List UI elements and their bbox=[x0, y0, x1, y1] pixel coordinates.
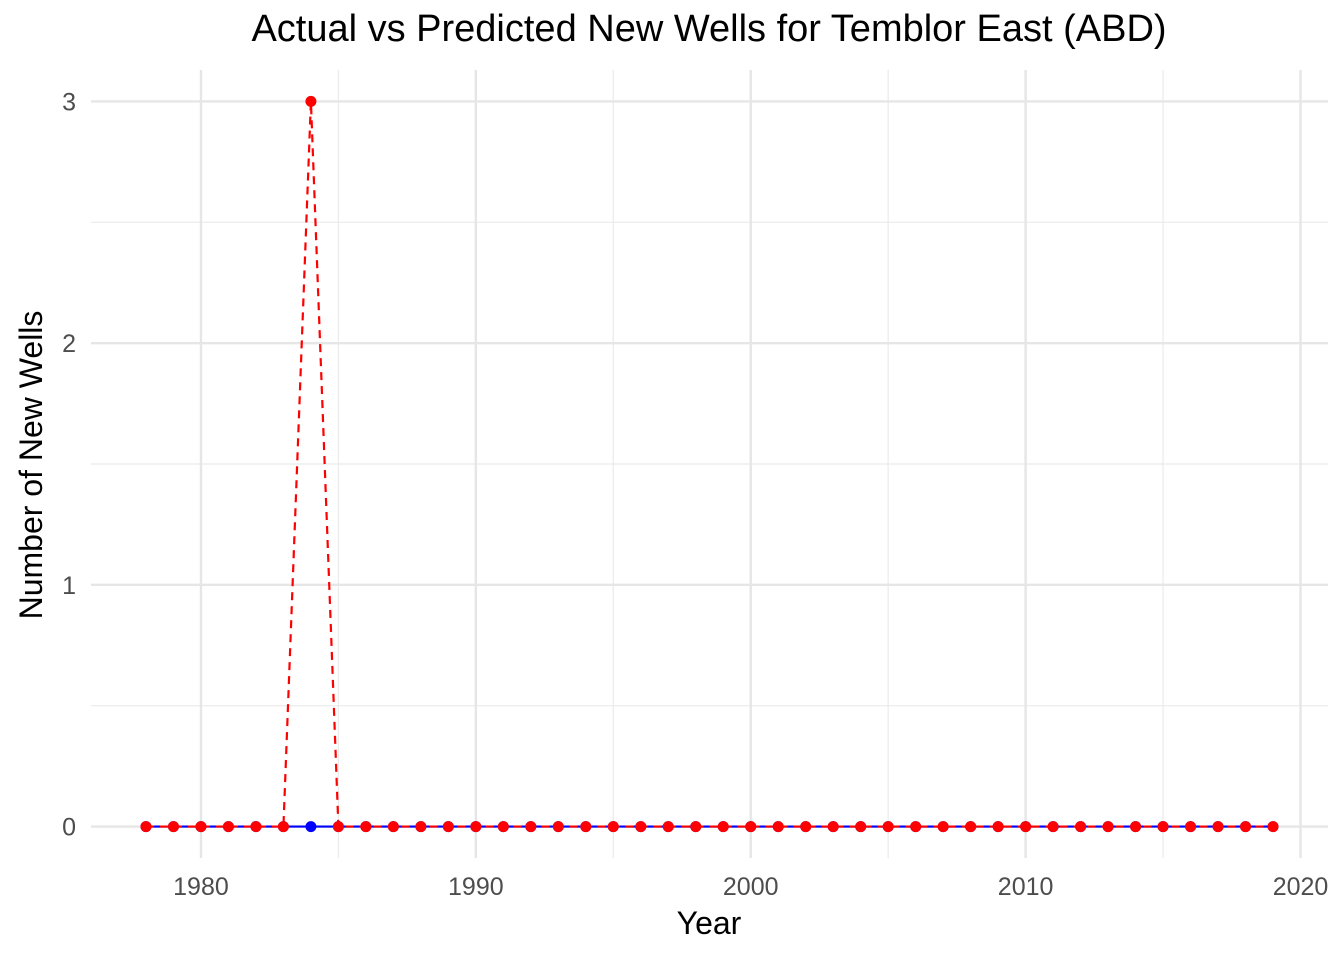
data-point-predicted bbox=[167, 821, 179, 833]
data-point-predicted bbox=[497, 821, 509, 833]
data-point-predicted bbox=[552, 821, 564, 833]
data-point-predicted bbox=[1267, 821, 1279, 833]
data-point-predicted bbox=[800, 821, 812, 833]
data-point-predicted bbox=[965, 821, 977, 833]
data-point-predicted bbox=[525, 821, 537, 833]
y-tick-label: 2 bbox=[62, 330, 76, 358]
x-axis-title: Year bbox=[677, 905, 742, 941]
data-point-predicted bbox=[1130, 821, 1142, 833]
data-point-predicted bbox=[1185, 821, 1197, 833]
data-point-predicted bbox=[250, 821, 262, 833]
data-point-predicted bbox=[222, 821, 234, 833]
x-tick-label: 2020 bbox=[1273, 873, 1329, 901]
x-tick-label: 1980 bbox=[173, 873, 229, 901]
data-point-predicted bbox=[992, 821, 1004, 833]
x-tick-label: 2000 bbox=[723, 873, 779, 901]
data-point-predicted bbox=[910, 821, 922, 833]
data-point-predicted bbox=[332, 821, 344, 833]
major-gridlines bbox=[91, 70, 1328, 858]
data-point-predicted bbox=[827, 821, 839, 833]
data-point-predicted bbox=[195, 821, 207, 833]
data-point-predicted bbox=[745, 821, 757, 833]
data-point-predicted bbox=[690, 821, 702, 833]
data-point-predicted bbox=[937, 821, 949, 833]
data-point-predicted bbox=[140, 821, 152, 833]
y-tick-label: 0 bbox=[62, 814, 76, 842]
data-point-predicted bbox=[387, 821, 399, 833]
data-point-predicted bbox=[1102, 821, 1114, 833]
y-tick-label: 1 bbox=[62, 572, 76, 600]
data-point-predicted bbox=[1020, 821, 1032, 833]
data-point-predicted bbox=[1240, 821, 1252, 833]
data-point-predicted bbox=[415, 821, 427, 833]
data-point-predicted bbox=[717, 821, 729, 833]
chart-title: Actual vs Predicted New Wells for Temblo… bbox=[251, 8, 1167, 50]
data-point-predicted bbox=[607, 821, 619, 833]
data-point-predicted bbox=[360, 821, 372, 833]
data-point-predicted bbox=[580, 821, 592, 833]
y-axis-ticks: 0 1 2 3 bbox=[62, 88, 76, 841]
data-point-predicted bbox=[855, 821, 867, 833]
data-point-predicted bbox=[1212, 821, 1224, 833]
y-tick-label: 3 bbox=[62, 88, 76, 116]
data-point-predicted bbox=[442, 821, 454, 833]
data-point-predicted bbox=[305, 95, 317, 107]
data-point-predicted bbox=[882, 821, 894, 833]
data-point-predicted bbox=[662, 821, 674, 833]
data-point-predicted bbox=[772, 821, 784, 833]
data-point-predicted bbox=[1075, 821, 1087, 833]
y-axis-title: Number of New Wells bbox=[13, 311, 49, 620]
minor-gridlines bbox=[91, 70, 1328, 858]
data-point-predicted bbox=[277, 821, 289, 833]
series-points bbox=[140, 95, 1279, 833]
x-tick-label: 1990 bbox=[448, 873, 504, 901]
data-point-predicted bbox=[470, 821, 482, 833]
data-point-predicted bbox=[635, 821, 647, 833]
x-tick-label: 2010 bbox=[998, 873, 1054, 901]
x-axis-ticks: 1980 1990 2000 2010 2020 bbox=[173, 873, 1328, 901]
data-point-predicted bbox=[1047, 821, 1059, 833]
data-point-predicted bbox=[1157, 821, 1169, 833]
data-point-actual bbox=[305, 821, 317, 833]
